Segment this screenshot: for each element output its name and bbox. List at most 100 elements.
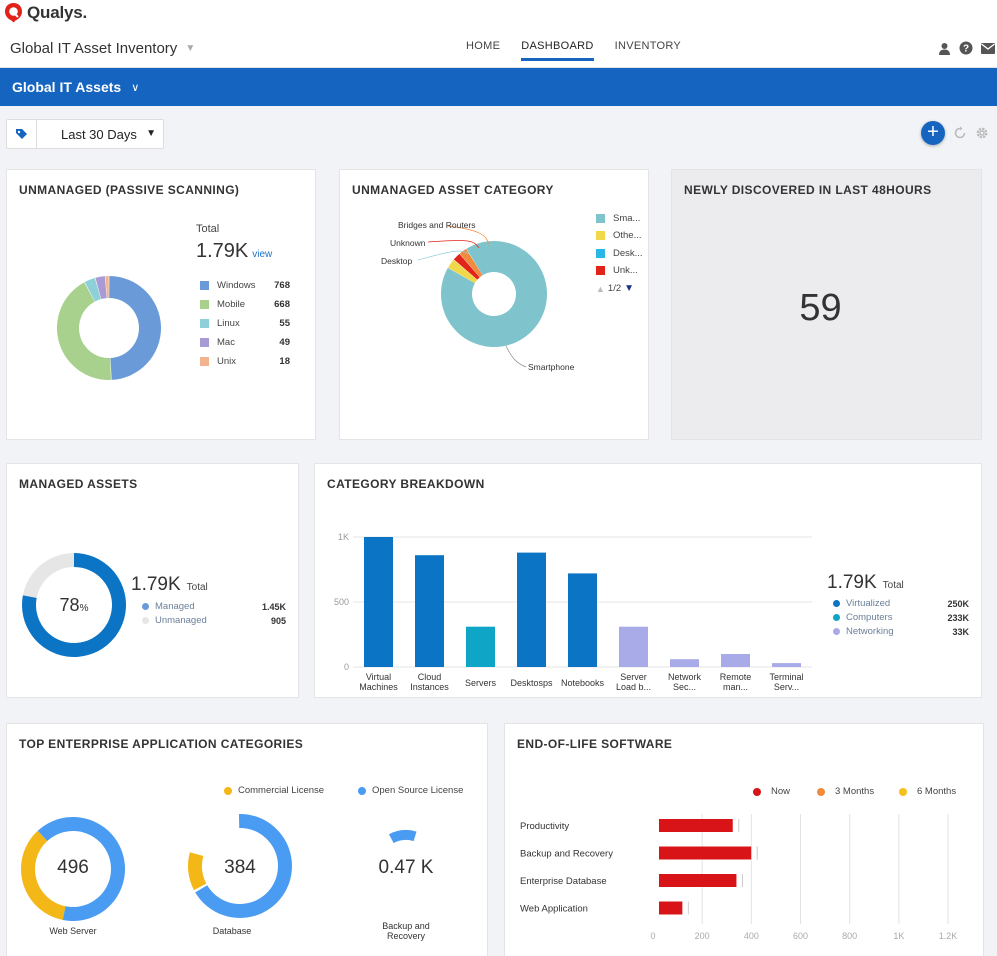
date-range-select[interactable]: Last 30 Days ▼: [6, 119, 164, 149]
unmanaged-slice[interactable]: [84, 277, 101, 302]
nav-inventory[interactable]: INVENTORY: [614, 40, 682, 52]
legend-item[interactable]: Sma...: [596, 213, 640, 224]
bar[interactable]: [415, 555, 444, 667]
legend-label: Desk...: [613, 248, 643, 259]
web-server-slice[interactable]: [37, 817, 125, 921]
total-value: 1.79K: [196, 240, 249, 262]
legend-item[interactable]: Computers 233K: [833, 612, 969, 623]
qualys-logo-icon: [5, 3, 22, 23]
pager-text: 1/2: [607, 283, 622, 294]
legend-item-mac[interactable]: Mac 49: [200, 337, 290, 348]
mail-icon[interactable]: [981, 42, 995, 54]
nav-home[interactable]: HOME: [466, 40, 501, 52]
managed-total: 1.79K Total: [131, 574, 208, 596]
legend-item-windows[interactable]: Windows 768: [200, 280, 290, 291]
legend-label: Sma...: [613, 213, 641, 224]
total-value: 1.79K: [827, 572, 877, 593]
unmanaged-slice[interactable]: [105, 276, 109, 299]
x-tick-label: 600: [793, 931, 808, 941]
bar[interactable]: [659, 819, 733, 832]
legend-item[interactable]: Unk...: [596, 265, 638, 276]
legend-item-linux[interactable]: Linux 55: [200, 318, 290, 329]
chevron-down-icon[interactable]: ∨: [131, 81, 140, 94]
database-slice[interactable]: [188, 852, 207, 891]
category-slice[interactable]: [448, 259, 478, 284]
bar[interactable]: [772, 663, 801, 667]
refresh-icon[interactable]: [953, 126, 967, 140]
category-slice[interactable]: [453, 253, 480, 280]
legend-item[interactable]: Virtualized 250K: [833, 598, 969, 609]
legend-value: 33K: [952, 626, 969, 637]
bar[interactable]: [517, 552, 546, 667]
tag-icon: [16, 128, 27, 139]
bar[interactable]: [659, 846, 752, 860]
legend-value: 250K: [947, 598, 969, 609]
managed-slice[interactable]: [22, 553, 74, 598]
dashboard-header: Global IT Assets ∨: [0, 68, 997, 106]
pager-up-icon[interactable]: ▲: [596, 283, 605, 294]
pager-down-icon[interactable]: ▼: [624, 283, 635, 294]
bar[interactable]: [670, 659, 699, 667]
y-category-label: Backup and Recovery: [520, 849, 613, 860]
legend-pager: ▲ 1/2 ▼: [596, 283, 634, 294]
legend-value: 49: [279, 337, 290, 348]
bar[interactable]: [466, 626, 495, 667]
card-title: END-OF-LIFE SOFTWARE: [517, 737, 673, 751]
gear-icon[interactable]: [975, 126, 989, 140]
card-title: TOP ENTERPRISE APPLICATION CATEGORIES: [19, 737, 304, 751]
add-widget-button[interactable]: +: [921, 121, 945, 145]
top-nav: HOME DASHBOARD INVENTORY: [466, 40, 702, 61]
legend-item[interactable]: 6 Months: [899, 786, 956, 797]
legend-dot: [833, 614, 840, 621]
callout-desktop: Desktop: [381, 256, 413, 266]
nav-dashboard[interactable]: DASHBOARD: [521, 40, 594, 61]
x-tick-label: Load b...: [616, 682, 651, 692]
unmanaged-donut: [56, 276, 162, 380]
bar[interactable]: [619, 626, 648, 667]
user-icon[interactable]: [938, 42, 951, 55]
newly-discovered-card[interactable]: NEWLY DISCOVERED IN LAST 48HOURS 59: [671, 169, 982, 440]
legend-item[interactable]: Commercial License: [224, 785, 324, 796]
bar[interactable]: [568, 573, 597, 667]
qualys-logo[interactable]: Qualys.: [4, 2, 87, 23]
legend-item-mobile[interactable]: Mobile 668: [200, 299, 290, 310]
percent-unit: %: [79, 603, 89, 614]
bar[interactable]: [659, 901, 683, 915]
y-tick-label: 500: [334, 597, 349, 607]
legend-value: 905: [270, 615, 286, 626]
x-tick-label: man...: [723, 682, 748, 692]
x-tick-label: 1.2K: [939, 931, 958, 941]
unmanaged-slice[interactable]: [56, 282, 111, 380]
unmanaged-slice[interactable]: [109, 276, 162, 380]
legend-item[interactable]: 3 Months: [817, 786, 874, 797]
bar[interactable]: [721, 654, 750, 667]
legend-item[interactable]: Now: [753, 786, 790, 797]
tag-button[interactable]: [7, 120, 37, 148]
legend-item[interactable]: Networking 33K: [833, 626, 969, 637]
legend-item[interactable]: Othe...: [596, 230, 642, 241]
app-title[interactable]: Global IT Asset Inventory ▼: [10, 40, 195, 57]
legend-item[interactable]: Open Source License: [358, 785, 463, 796]
legend-item[interactable]: Managed 1.45K: [142, 601, 286, 612]
dashboard-selector[interactable]: Global IT Assets ∨: [12, 79, 139, 95]
caret-down-icon[interactable]: ▼: [185, 43, 196, 54]
backup-slice[interactable]: [388, 830, 417, 844]
bar[interactable]: [659, 874, 737, 887]
managed-percent: 78%: [21, 595, 127, 616]
legend-item[interactable]: Unmanaged 905: [142, 615, 286, 626]
database-slice[interactable]: [195, 814, 292, 918]
x-tick-label: 400: [744, 931, 759, 941]
legend-item[interactable]: Desk...: [596, 248, 643, 259]
bar[interactable]: [364, 537, 393, 667]
help-icon[interactable]: ?: [959, 41, 973, 55]
legend-dot: [142, 617, 149, 624]
legend-item-unix[interactable]: Unix 18: [200, 356, 290, 367]
category-slice[interactable]: [441, 241, 547, 347]
unmanaged-slice[interactable]: [95, 276, 107, 300]
web-server-slice[interactable]: [20, 830, 66, 920]
view-link[interactable]: view: [252, 249, 273, 260]
card-title: UNMANAGED (PASSIVE SCANNING): [19, 183, 240, 197]
category-slice[interactable]: [459, 248, 483, 278]
dropdown-arrow-icon[interactable]: ▼: [146, 128, 156, 139]
eol-bar-chart: 0 200 400 600 800 1K 1.2K Productivity Backup an…: [520, 814, 958, 941]
